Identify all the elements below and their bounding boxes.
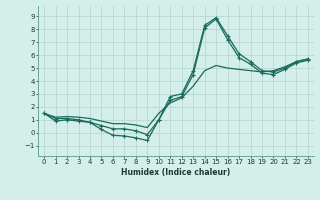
- X-axis label: Humidex (Indice chaleur): Humidex (Indice chaleur): [121, 168, 231, 177]
